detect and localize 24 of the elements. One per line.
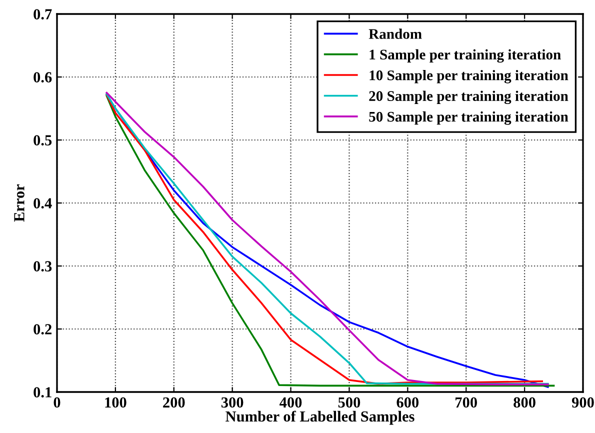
x-tick-label: 0 xyxy=(54,397,60,408)
x-tick-label: 600 xyxy=(396,397,419,408)
x-tick-label: 400 xyxy=(280,397,302,408)
x-tick-label: 200 xyxy=(163,397,185,408)
x-axis-title: Number of Labelled Samples xyxy=(226,410,414,425)
legend-label: 10 Sample per training iteration xyxy=(370,70,568,84)
y-tick-label: 0.7 xyxy=(34,9,52,20)
legend-label: 20 Sample per training iteration xyxy=(369,90,568,104)
legend-label: Random xyxy=(368,28,422,39)
x-tick-label: 500 xyxy=(338,397,360,408)
x-tick-label: 800 xyxy=(514,397,536,408)
y-tick-label: 0.1 xyxy=(34,387,52,398)
x-tick-label: 300 xyxy=(221,397,244,408)
y-axis-title: Error xyxy=(14,184,24,222)
y-tick-label: 0.5 xyxy=(34,135,52,146)
legend-label: 50 Sample per training iteration xyxy=(369,111,568,125)
y-tick-label: 0.3 xyxy=(34,261,52,272)
x-tick-label: 900 xyxy=(572,397,594,408)
y-tick-label: 0.2 xyxy=(34,324,52,335)
y-tick-label: 0.6 xyxy=(34,72,52,83)
x-tick-label: 700 xyxy=(456,397,477,408)
x-tick-label: 100 xyxy=(105,397,126,408)
y-tick-label: 0.4 xyxy=(34,198,52,209)
legend-label: 1 Sample per training iteration xyxy=(370,49,561,63)
